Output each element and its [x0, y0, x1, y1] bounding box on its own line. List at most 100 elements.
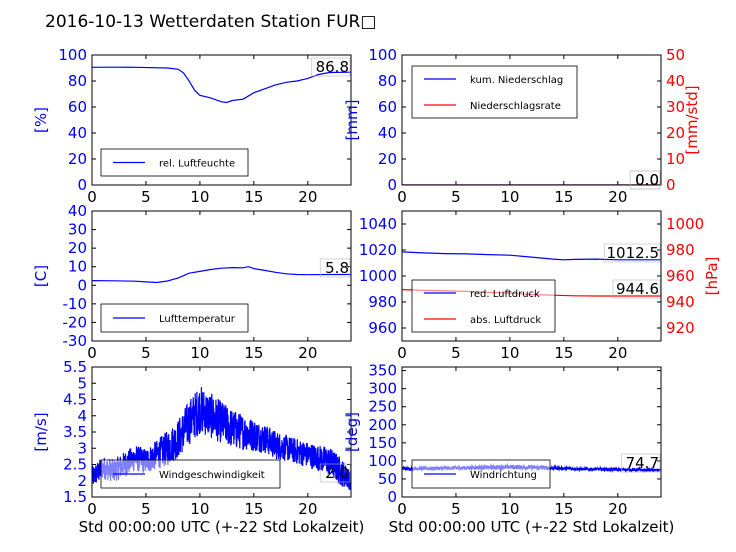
y-axis-label: [%]	[32, 107, 50, 133]
x-tick-label: 10	[500, 500, 519, 518]
y-tick-label: 20	[68, 150, 87, 168]
panel-temperature: 0 5 10 15 20-30-20-10010203040[C]Lufttempera…	[32, 202, 352, 362]
legend-label: kum. Niederschlag	[470, 75, 563, 86]
legend: red. Luftdruck abs. Luftdruck	[411, 279, 556, 333]
y-tick-label: 250	[368, 398, 397, 416]
x-tick-label: 10	[500, 344, 519, 362]
series-group	[92, 66, 351, 104]
y-tick-label: 60	[378, 98, 397, 116]
y-tick-label: 40	[68, 202, 87, 220]
y-tick-label: 0	[77, 276, 87, 294]
y-tick-label: 200	[368, 416, 397, 434]
x-tick-label: 20	[298, 500, 317, 518]
legend-box	[411, 65, 578, 119]
panel-wind-direction: 0 5 10 15 20050100150200250300350[deg]Windri…	[343, 362, 662, 518]
legend-label: Niederschlagsrate	[470, 101, 561, 112]
y-axis-label: [deg]	[343, 412, 361, 452]
last-value-label: 86.8	[316, 58, 349, 76]
y-tick-label: 4	[77, 407, 87, 425]
legend-label: rel. Luftfeuchte	[159, 159, 235, 170]
x-tick-label: 0	[87, 500, 97, 518]
series-line-windgeschwindigkeit	[92, 387, 351, 490]
x-tick-label: 5	[451, 344, 461, 362]
y-tick-label: 300	[368, 380, 397, 398]
last-value-label: 5.8	[325, 259, 349, 277]
panel-precip: 0 5 10 15 20 0 20 40 60 80 100 0 10 20 30 40 50 [mm] [mm/s…	[343, 46, 701, 206]
last-value-box	[319, 258, 351, 278]
y-tick-label: 0	[77, 176, 87, 194]
y-tick-label: -30	[63, 332, 88, 350]
x-tick-label: 0	[87, 188, 97, 206]
x-axis-label: Std 00:00:00 UTC (+-22 Std Lokalzeit)	[79, 518, 365, 536]
legend-box	[411, 279, 556, 333]
y-axis-label: [mm]	[343, 100, 361, 141]
series-line-rel-luftfeuchte	[92, 66, 351, 104]
y-tick-label: 5	[77, 374, 87, 392]
last-value-box	[612, 279, 661, 299]
last-value-label: 74.7	[626, 454, 659, 472]
legend-box	[411, 459, 551, 489]
x-tick-label: 20	[608, 344, 627, 362]
y2-tick-label: 980	[666, 241, 695, 259]
y-tick-label: 20	[378, 150, 397, 168]
x-tick-label: 10	[190, 500, 209, 518]
x-tick-label: 20	[298, 188, 317, 206]
x-tick-label: 15	[554, 344, 573, 362]
y-tick-label: 100	[368, 452, 397, 470]
x-tick-label: 10	[190, 188, 209, 206]
y2-tick-label: 0	[666, 176, 676, 194]
last-value-label: 1012.5	[607, 244, 660, 262]
plot-frame	[91, 54, 352, 186]
y2-tick-label: 940	[666, 293, 695, 311]
y-tick-label: 1.5	[63, 488, 87, 506]
y2-tick-label: 50	[666, 46, 685, 64]
legend-label: Lufttemperatur	[159, 314, 236, 325]
y-tick-label: 3	[77, 439, 87, 457]
y-tick-label: -20	[63, 313, 88, 331]
legend-label: red. Luftdruck	[470, 289, 540, 300]
last-value-box	[629, 170, 661, 190]
y-tick-label: 5.5	[63, 358, 87, 376]
y2-tick-label: 960	[666, 267, 695, 285]
y2-tick-label: 1000	[666, 215, 704, 233]
y2-axis-label: [hPa]	[703, 257, 721, 296]
x-tick-label: 0	[397, 500, 407, 518]
panel-wind-speed: 0 5 10 15 201.522.533.544.555.5[m/s]Windgesc…	[32, 358, 352, 518]
plot-frame	[401, 366, 662, 498]
y-tick-label: 2.5	[63, 456, 87, 474]
x-tick-label: 20	[608, 500, 627, 518]
legend-label: abs. Luftdruck	[470, 315, 541, 326]
legend-label: Windgeschwindigkeit	[159, 470, 265, 481]
y2-tick-label: 40	[666, 72, 685, 90]
plot-frame	[91, 366, 352, 498]
y-tick-label: 1020	[359, 241, 397, 259]
x-tick-label: 15	[244, 188, 263, 206]
y2-axis-label: [mm/std]	[683, 85, 701, 154]
panel-pressure: 0 5 10 15 20 960 980 1000 1020 1040 920 940 960 980 10…	[359, 210, 721, 362]
legend: Lufttemperatur	[100, 303, 249, 333]
y-tick-label: 960	[368, 319, 397, 337]
y-tick-label: 20	[68, 239, 87, 257]
y-tick-label: 980	[368, 293, 397, 311]
y-axis-label: [m/s]	[32, 412, 50, 451]
legend: rel. Luftfeuchte	[100, 148, 249, 177]
last-value-box	[311, 57, 351, 77]
legend: Windgeschwindigkeit	[100, 459, 281, 489]
x-tick-label: 5	[451, 500, 461, 518]
x-tick-label: 20	[298, 344, 317, 362]
series-group	[92, 266, 351, 284]
y-tick-label: 80	[378, 72, 397, 90]
x-tick-label: 5	[141, 344, 151, 362]
x-tick-label: 20	[608, 188, 627, 206]
plot-frame	[401, 54, 662, 186]
plot-frame	[401, 210, 662, 342]
y-tick-label: -10	[63, 295, 88, 313]
last-value-label: 0.0	[635, 171, 659, 189]
y-tick-label: 1000	[359, 267, 397, 285]
y-tick-label: 80	[68, 72, 87, 90]
y-tick-label: 60	[68, 98, 87, 116]
x-tick-label: 0	[397, 344, 407, 362]
y-tick-label: 0	[387, 488, 397, 506]
y-tick-label: 100	[368, 46, 397, 64]
